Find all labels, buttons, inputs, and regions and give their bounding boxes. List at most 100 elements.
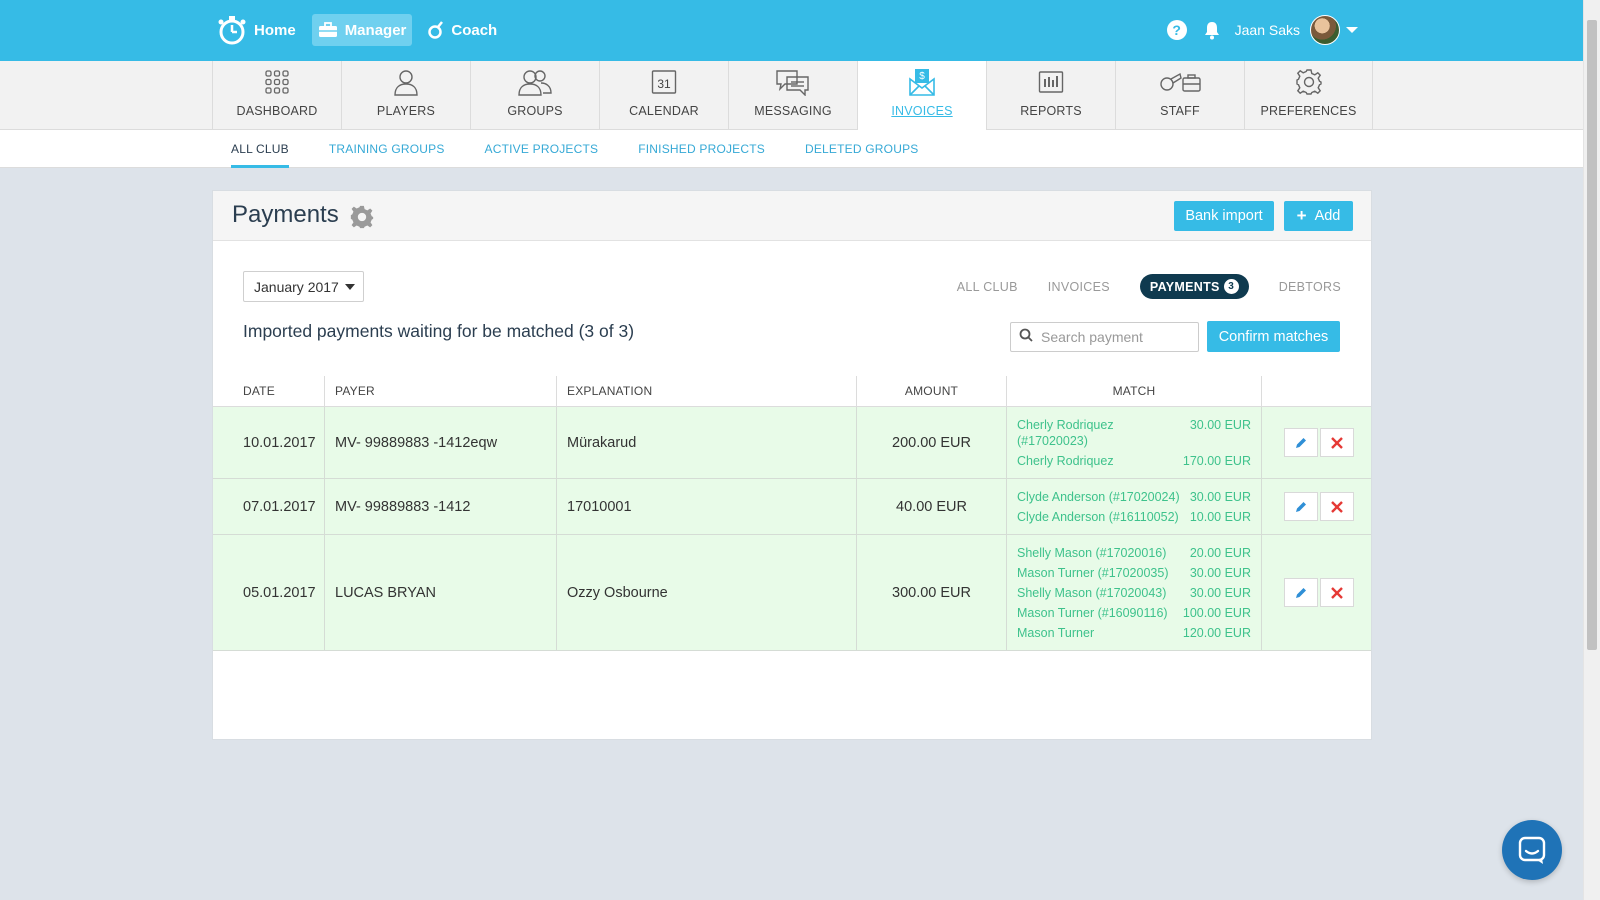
match-item[interactable]: Mason Turner (#16090116) 100.00 EUR xyxy=(1017,605,1251,621)
match-item[interactable]: Clyde Anderson (#17020024) 30.00 EUR xyxy=(1017,489,1251,505)
module-label: PREFERENCES xyxy=(1260,104,1357,118)
match-amount: 30.00 EUR xyxy=(1189,565,1251,580)
module-label: STAFF xyxy=(1160,104,1200,118)
gear-icon xyxy=(1295,66,1323,98)
cell-payer: MV- 99889883 -1412eqw xyxy=(325,407,557,478)
match-item[interactable]: Mason Turner (#17020035) 30.00 EUR xyxy=(1017,565,1251,581)
module-dashboard[interactable]: DASHBOARD xyxy=(212,61,341,130)
module-staff[interactable]: STAFF xyxy=(1115,61,1244,130)
header-date[interactable]: DATE xyxy=(213,376,325,406)
user-area: ? Jaan Saks xyxy=(1166,14,1358,46)
module-preferences[interactable]: PREFERENCES xyxy=(1244,61,1373,130)
bar-chart-icon xyxy=(1038,66,1064,98)
header-actions xyxy=(1262,376,1371,406)
cell-date: 10.01.2017 xyxy=(213,407,325,478)
avatar[interactable] xyxy=(1310,15,1340,45)
edit-button[interactable] xyxy=(1283,578,1318,607)
scrollbar-thumb[interactable] xyxy=(1587,20,1597,650)
match-amount: 30.00 EUR xyxy=(1189,417,1251,432)
gear-icon[interactable] xyxy=(349,204,375,235)
match-item[interactable]: Cherly Rodriquez 170.00 EUR xyxy=(1017,453,1251,469)
match-item[interactable]: Shelly Mason (#17020016) 20.00 EUR xyxy=(1017,545,1251,561)
module-label: REPORTS xyxy=(1020,104,1082,118)
delete-button[interactable] xyxy=(1319,428,1354,457)
header-explanation[interactable]: EXPLANATION xyxy=(557,376,857,406)
delete-button[interactable] xyxy=(1319,578,1354,607)
cell-match: Clyde Anderson (#17020024) 30.00 EUR Cly… xyxy=(1007,479,1262,534)
match-name: Cherly Rodriquez (#17020023) xyxy=(1017,417,1114,448)
calendar-day: 31 xyxy=(657,77,671,91)
page-scrollbar[interactable] xyxy=(1583,0,1600,900)
subnav-all-club[interactable]: ALL CLUB xyxy=(231,130,289,168)
coach-link[interactable]: Coach xyxy=(422,14,503,46)
subnav-active-projects[interactable]: ACTIVE PROJECTS xyxy=(484,142,599,156)
header-payer[interactable]: PAYER xyxy=(325,376,557,406)
module-players[interactable]: PLAYERS xyxy=(341,61,470,130)
people-icon xyxy=(517,66,553,98)
search-box xyxy=(1010,322,1199,352)
edit-button[interactable] xyxy=(1283,492,1318,521)
calendar-icon: 31 xyxy=(651,66,677,98)
table-row: 10.01.2017 MV- 99889883 -1412eqw Mürakar… xyxy=(213,407,1371,479)
module-reports[interactable]: REPORTS xyxy=(986,61,1115,130)
cell-explanation: Mürakarud xyxy=(557,407,857,478)
search-input[interactable] xyxy=(1041,329,1191,345)
user-menu-caret-icon[interactable] xyxy=(1346,27,1358,33)
bank-import-button[interactable]: Bank import xyxy=(1174,201,1274,231)
subnav-training-groups[interactable]: TRAINING GROUPS xyxy=(328,142,445,156)
add-button[interactable]: + Add xyxy=(1284,201,1353,231)
payments-table: DATE PAYER EXPLANATION AMOUNT MATCH 10.0… xyxy=(213,376,1371,651)
module-messaging[interactable]: MESSAGING xyxy=(728,61,857,130)
match-name: Clyde Anderson (#17020024) xyxy=(1017,489,1180,504)
user-name[interactable]: Jaan Saks xyxy=(1234,22,1300,38)
grid-icon xyxy=(264,66,290,98)
chat-launcher-button[interactable] xyxy=(1502,820,1562,880)
cell-payer: LUCAS BRYAN xyxy=(325,535,557,650)
tab-invoices[interactable]: INVOICES xyxy=(1047,279,1110,294)
match-name: Mason Turner (#16090116) xyxy=(1017,605,1168,620)
table-row: 05.01.2017 LUCAS BRYAN Ozzy Osbourne 300… xyxy=(213,535,1371,651)
payments-count-badge: 3 xyxy=(1223,279,1239,294)
tab-all-club[interactable]: ALL CLUB xyxy=(956,279,1018,294)
match-amount: 20.00 EUR xyxy=(1189,545,1251,560)
module-groups[interactable]: GROUPS xyxy=(470,61,599,130)
subnav-deleted-groups[interactable]: DELETED GROUPS xyxy=(804,142,919,156)
coach-label: Coach xyxy=(451,21,498,39)
month-dropdown[interactable]: January 2017 xyxy=(243,271,364,302)
person-icon xyxy=(392,66,420,98)
module-invoices[interactable]: $ INVOICES xyxy=(857,61,986,130)
match-amount: 30.00 EUR xyxy=(1189,489,1251,504)
chevron-down-icon xyxy=(344,283,355,290)
tab-payments[interactable]: PAYMENTS 3 xyxy=(1139,274,1249,299)
home-link[interactable]: Home xyxy=(211,14,302,46)
close-icon xyxy=(1330,586,1343,599)
match-item[interactable]: Mason Turner 120.00 EUR xyxy=(1017,625,1251,641)
confirm-matches-button[interactable]: Confirm matches xyxy=(1207,321,1340,352)
manager-link[interactable]: Manager xyxy=(311,14,413,46)
module-nav: DASHBOARD PLAYERS GROUPS 31 CALENDAR MES… xyxy=(0,61,1600,130)
match-name: Shelly Mason (#17020043) xyxy=(1017,585,1167,600)
whistle-icon xyxy=(1158,66,1202,98)
help-icon[interactable]: ? xyxy=(1166,20,1187,40)
match-amount: 30.00 EUR xyxy=(1189,585,1251,600)
table-row: 07.01.2017 MV- 99889883 -1412 17010001 4… xyxy=(213,479,1371,535)
match-item[interactable]: Clyde Anderson (#16110052) 10.00 EUR xyxy=(1017,509,1251,525)
month-value: January 2017 xyxy=(254,278,339,295)
tab-debtors[interactable]: DEBTORS xyxy=(1278,279,1341,294)
close-icon xyxy=(1330,436,1343,449)
match-item[interactable]: Shelly Mason (#17020043) 30.00 EUR xyxy=(1017,585,1251,601)
module-calendar[interactable]: 31 CALENDAR xyxy=(599,61,728,130)
tab-payments-label: PAYMENTS xyxy=(1149,279,1220,294)
module-label: MESSAGING xyxy=(754,104,832,118)
delete-button[interactable] xyxy=(1319,492,1354,521)
match-name: Clyde Anderson (#16110052) xyxy=(1017,509,1179,524)
bell-icon[interactable] xyxy=(1203,20,1221,40)
payments-panel: Payments Bank import + Add January 2017 … xyxy=(212,190,1372,740)
sub-nav: ALL CLUB TRAINING GROUPS ACTIVE PROJECTS… xyxy=(0,130,1600,168)
header-amount[interactable]: AMOUNT xyxy=(857,376,1007,406)
manager-label: Manager xyxy=(344,21,407,39)
match-item[interactable]: Cherly Rodriquez (#17020023) 30.00 EUR xyxy=(1017,417,1251,449)
edit-button[interactable] xyxy=(1283,428,1318,457)
search-icon xyxy=(1019,328,1033,347)
subnav-finished-projects[interactable]: FINISHED PROJECTS xyxy=(638,142,765,156)
